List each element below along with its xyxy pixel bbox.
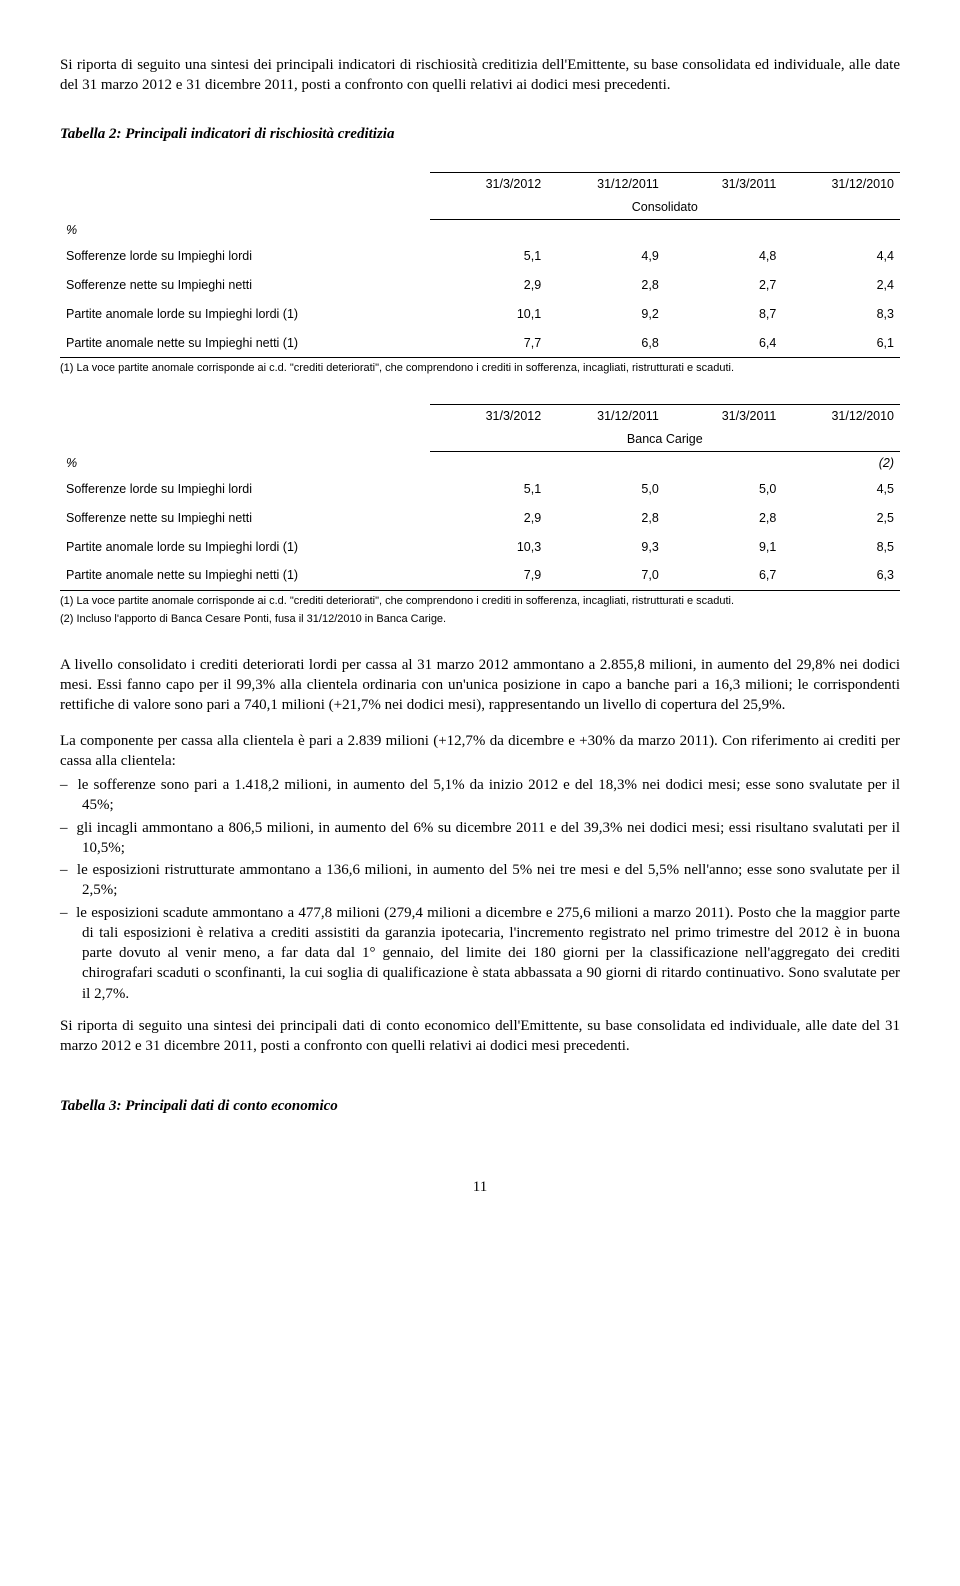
col-date: 31/12/2011 xyxy=(547,172,665,195)
col-date: 31/12/2010 xyxy=(782,405,900,428)
table-row: Partite anomale lorde su Impieghi lordi … xyxy=(60,300,900,329)
footnote: (2) Incluso l'apporto di Banca Cesare Po… xyxy=(60,613,900,627)
table-row: Partite anomale lorde su Impieghi lordi … xyxy=(60,533,900,562)
table-row: Sofferenze nette su Impieghi netti 2,9 2… xyxy=(60,504,900,533)
footnote: (1) La voce partite anomale corrisponde … xyxy=(60,595,900,609)
page-number: 11 xyxy=(60,1177,900,1197)
table-banca-carige: 31/3/2012 31/12/2011 31/3/2011 31/12/201… xyxy=(60,404,900,627)
bullet-list: le sofferenze sono pari a 1.418,2 milion… xyxy=(60,775,900,1004)
col-date: 31/12/2010 xyxy=(782,172,900,195)
table-row: Sofferenze lorde su Impieghi lordi 5,1 4… xyxy=(60,242,900,271)
col-date: 31/3/2012 xyxy=(430,172,548,195)
table3-title: Tabella 3: Principali dati di conto econ… xyxy=(60,1096,900,1116)
body-paragraph: A livello consolidato i crediti deterior… xyxy=(60,655,900,716)
body-paragraph: Si riporta di seguito una sintesi dei pr… xyxy=(60,1016,900,1057)
footnote: (1) La voce partite anomale corrisponde … xyxy=(60,362,900,376)
list-item: le sofferenze sono pari a 1.418,2 milion… xyxy=(60,775,900,816)
intro-paragraph: Si riporta di seguito una sintesi dei pr… xyxy=(60,55,900,96)
table-row: Partite anomale nette su Impieghi netti … xyxy=(60,561,900,590)
table2-title: Tabella 2: Principali indicatori di risc… xyxy=(60,124,900,144)
body-paragraph: La componente per cassa alla clientela è… xyxy=(60,731,900,772)
table-row: Partite anomale nette su Impieghi netti … xyxy=(60,329,900,358)
pct-label: % xyxy=(60,219,430,242)
col-date: 31/3/2012 xyxy=(430,405,548,428)
list-item: le esposizioni scadute ammontano a 477,8… xyxy=(60,903,900,1004)
table-consolidato: 31/3/2012 31/12/2011 31/3/2011 31/12/201… xyxy=(60,172,900,376)
col-date: 31/12/2011 xyxy=(547,405,665,428)
pct-label: % xyxy=(60,451,430,474)
sublabel: Consolidato xyxy=(430,196,900,219)
list-item: le esposizioni ristrutturate ammontano a… xyxy=(60,860,900,901)
col-date: 31/3/2011 xyxy=(665,172,783,195)
col-date: 31/3/2011 xyxy=(665,405,783,428)
table-row: Sofferenze nette su Impieghi netti 2,9 2… xyxy=(60,271,900,300)
sublabel: Banca Carige xyxy=(430,428,900,451)
table-row: Sofferenze lorde su Impieghi lordi 5,1 5… xyxy=(60,475,900,504)
note-2: (2) xyxy=(782,451,900,474)
list-item: gli incagli ammontano a 806,5 milioni, i… xyxy=(60,818,900,859)
